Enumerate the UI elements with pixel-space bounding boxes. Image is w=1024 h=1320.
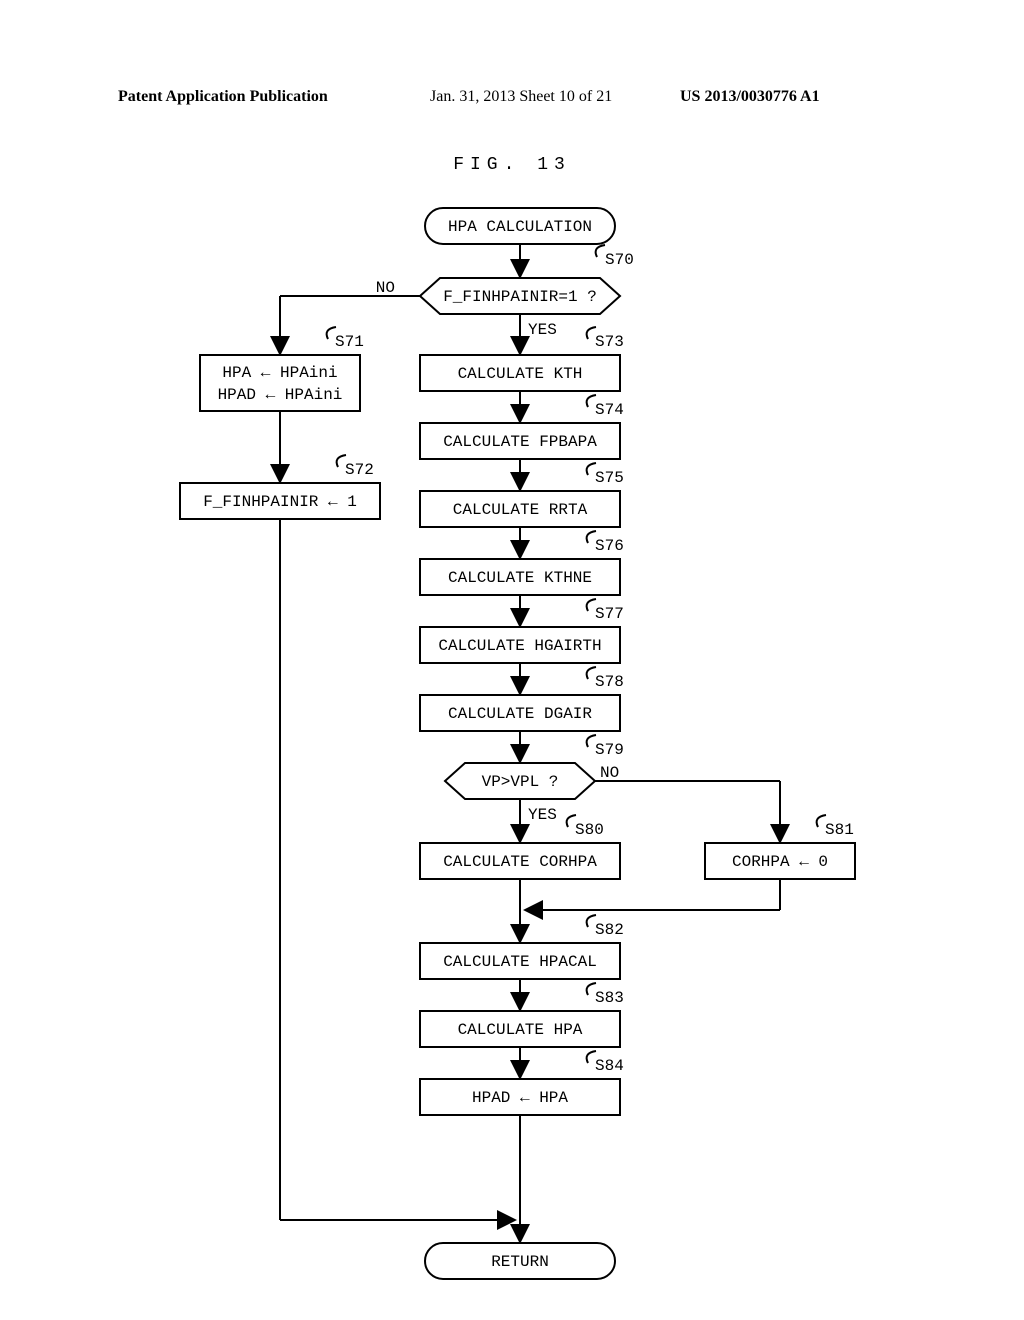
svg-text:CALCULATE KTHNE: CALCULATE KTHNE [448,569,592,587]
step-id-s84: S84 [595,1057,624,1075]
svg-text:CALCULATE KTH: CALCULATE KTH [458,365,583,383]
block-s80: CALCULATE CORHPA [420,843,620,879]
svg-text:CALCULATE HPA: CALCULATE HPA [458,1021,583,1039]
decision-s70: F_FINHPAINIR=1 ? [420,278,620,314]
step-id-s74: S74 [595,401,624,419]
no-label-s79: NO [600,764,619,782]
block-s71: HPA ← HPAini HPAD ← HPAini [200,355,360,411]
yes-label-s70: YES [528,321,557,339]
svg-text:CALCULATE FPBAPA: CALCULATE FPBAPA [443,433,597,451]
svg-text:CORHPA ← 0: CORHPA ← 0 [732,853,828,871]
svg-text:HPA CALCULATION: HPA CALCULATION [448,218,592,236]
svg-text:RETURN: RETURN [491,1253,549,1271]
step-id-s80: S80 [575,821,604,839]
block-s72: F_FINHPAINIR ← 1 [180,483,380,519]
block-s74: CALCULATE FPBAPA [420,423,620,459]
terminal-return: RETURN [425,1243,615,1279]
svg-text:CALCULATE CORHPA: CALCULATE CORHPA [443,853,597,871]
svg-text:CALCULATE HPACAL: CALCULATE HPACAL [443,953,597,971]
terminal-start: HPA CALCULATION [425,208,615,244]
svg-text:VP>VPL ?: VP>VPL ? [482,773,559,791]
block-s73: CALCULATE KTH [420,355,620,391]
block-s84: HPAD ← HPA [420,1079,620,1115]
step-id-s83: S83 [595,989,624,1007]
yes-label-s79: YES [528,806,557,824]
svg-text:F_FINHPAINIR ← 1: F_FINHPAINIR ← 1 [203,493,357,511]
step-id-s71: S71 [335,333,364,351]
step-id-s70: S70 [605,251,634,269]
step-id-s78: S78 [595,673,624,691]
svg-text:F_FINHPAINIR=1 ?: F_FINHPAINIR=1 ? [443,288,597,306]
block-s76: CALCULATE KTHNE [420,559,620,595]
decision-s79: VP>VPL ? [445,763,595,799]
step-id-s73: S73 [595,333,624,351]
step-id-s76: S76 [595,537,624,555]
flowchart: HPA CALCULATION S70 F_FINHPAINIR=1 ? NO … [0,0,1024,1320]
svg-text:CALCULATE DGAIR: CALCULATE DGAIR [448,705,592,723]
block-s78: CALCULATE DGAIR [420,695,620,731]
block-s82: CALCULATE HPACAL [420,943,620,979]
svg-text:CALCULATE HGAIRTH: CALCULATE HGAIRTH [438,637,601,655]
svg-text:HPA ← HPAini: HPA ← HPAini [222,364,337,382]
step-id-s81: S81 [825,821,854,839]
block-s75: CALCULATE RRTA [420,491,620,527]
block-s83: CALCULATE HPA [420,1011,620,1047]
step-id-s75: S75 [595,469,624,487]
svg-text:HPAD ← HPAini: HPAD ← HPAini [218,386,343,404]
no-label-s70: NO [376,279,395,297]
block-s81: CORHPA ← 0 [705,843,855,879]
step-id-s79: S79 [595,741,624,759]
block-s77: CALCULATE HGAIRTH [420,627,620,663]
svg-text:HPAD ← HPA: HPAD ← HPA [472,1089,568,1107]
step-id-s72: S72 [345,461,374,479]
step-id-s82: S82 [595,921,624,939]
svg-text:CALCULATE RRTA: CALCULATE RRTA [453,501,588,519]
step-id-s77: S77 [595,605,624,623]
